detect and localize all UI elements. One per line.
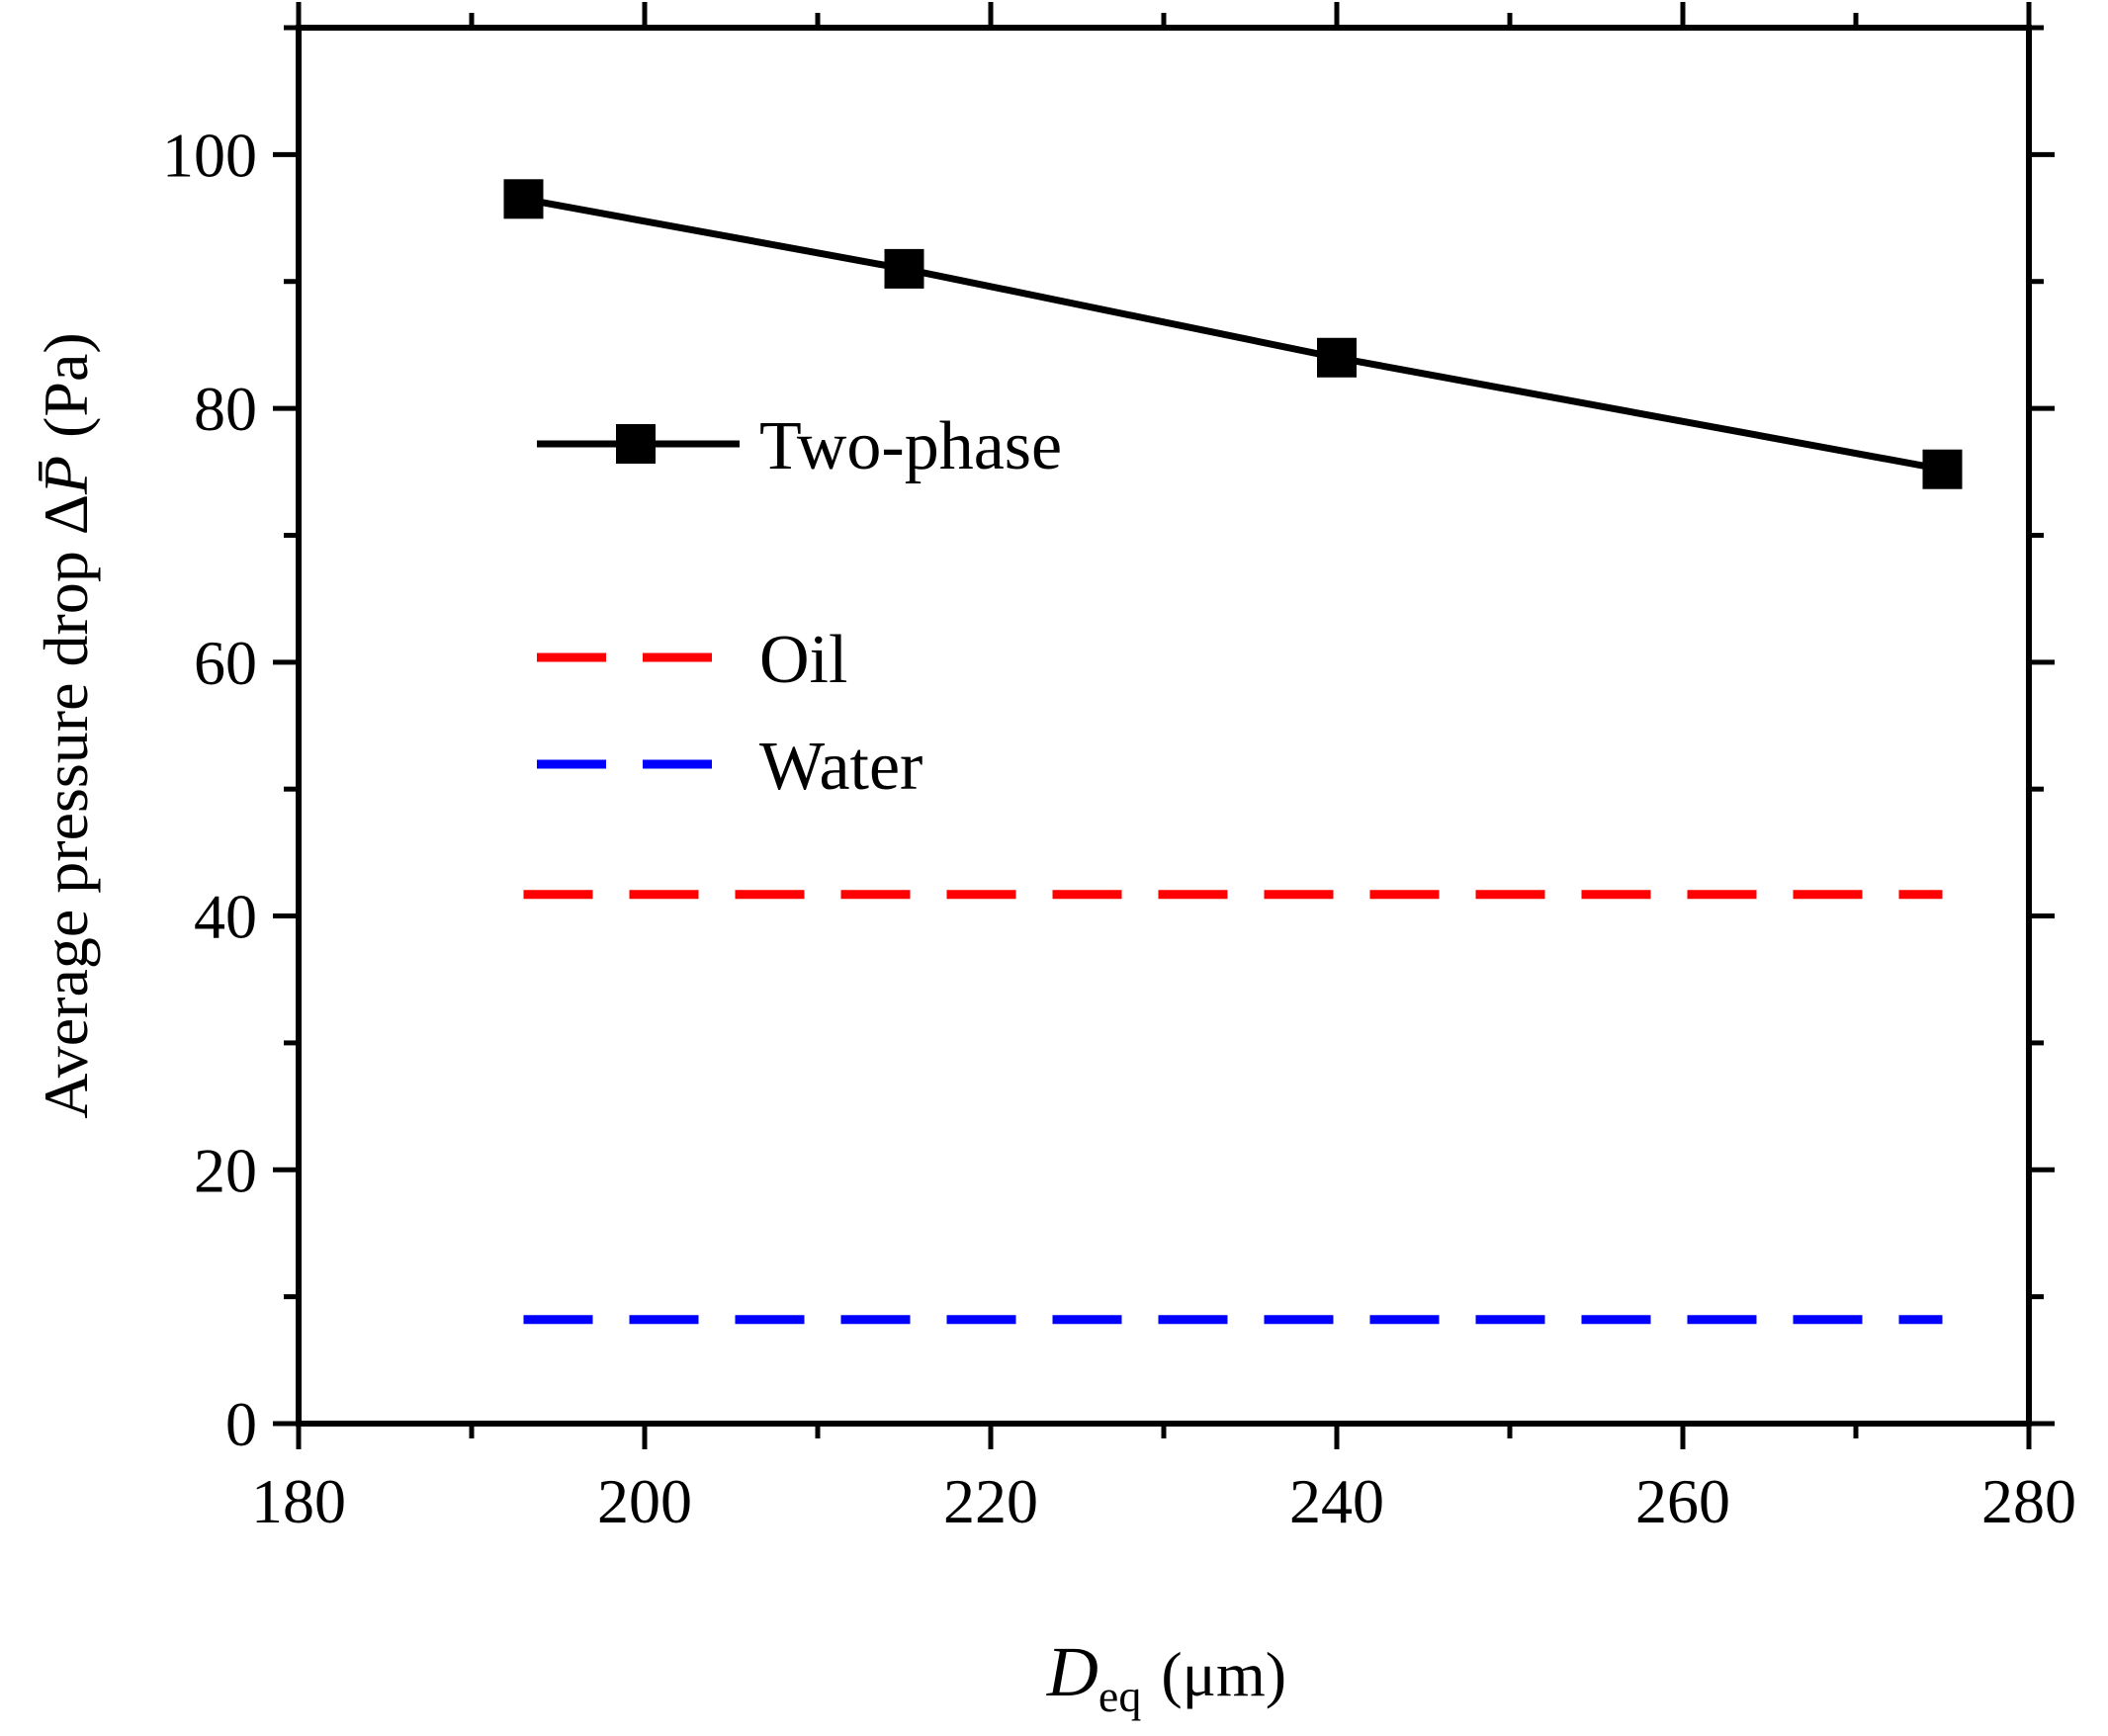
y-axis-symbol: P̄	[31, 456, 101, 495]
x-tick-label: 260	[1635, 1466, 1730, 1536]
legend-label-water: Water	[759, 729, 922, 805]
y-axis-text: Average pressure drop Δ	[31, 494, 101, 1119]
y-axis-title: Average pressure drop ΔP̄ (Pa)	[31, 332, 101, 1118]
y-tick-label: 40	[194, 882, 257, 952]
data-point-two-phase	[884, 248, 924, 289]
y-tick-label: 20	[194, 1135, 257, 1205]
data-point-two-phase	[1922, 449, 1963, 489]
x-tick-label: 220	[943, 1466, 1038, 1536]
plot-frame	[296, 25, 2032, 1427]
y-tick-label: 100	[162, 120, 257, 190]
legend-marker-two-phase	[616, 424, 656, 464]
x-tick-label: 180	[251, 1466, 346, 1536]
x-tick-label: 280	[1981, 1466, 2076, 1536]
legend-label-oil: Oil	[759, 622, 847, 698]
tick-labels: 180 200 220 240 260 280 0 20 40 60 80 100	[162, 120, 2076, 1536]
y-tick-label: 60	[194, 628, 257, 698]
y-tick-label: 0	[225, 1389, 257, 1459]
x-tick-label: 240	[1289, 1466, 1384, 1536]
legend-label-two-phase: Two-phase	[759, 408, 1062, 484]
axis-ticks	[273, 2, 2055, 1449]
x-axis-title: Deq (μm)	[1046, 1632, 1286, 1721]
series-layer	[503, 179, 1963, 1325]
series-line-two-phase	[522, 195, 1944, 474]
x-axis-subscript: eq	[1098, 1671, 1141, 1721]
y-tick-label: 80	[194, 374, 257, 444]
data-point-two-phase	[503, 179, 544, 219]
y-axis-unit: (Pa)	[31, 332, 101, 438]
legend: Two-phase Oil Water	[537, 408, 1062, 805]
x-axis-symbol: D	[1046, 1632, 1098, 1711]
data-point-two-phase	[1317, 337, 1357, 378]
x-axis-unit: (μm)	[1161, 1639, 1286, 1709]
x-tick-label: 200	[597, 1466, 692, 1536]
